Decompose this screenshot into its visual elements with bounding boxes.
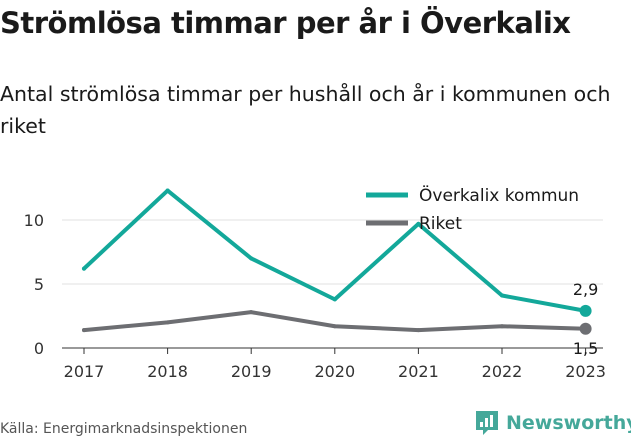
data-point bbox=[416, 221, 421, 226]
end-value-label: 2,9 bbox=[573, 280, 598, 299]
data-point bbox=[249, 310, 254, 315]
newsworthy-logo: Newsworthy bbox=[474, 407, 631, 439]
brand-name: Newsworthy bbox=[506, 412, 631, 434]
y-tick-label: 5 bbox=[34, 275, 44, 294]
x-tick-label: 2020 bbox=[314, 362, 355, 381]
legend-label: Riket bbox=[419, 214, 462, 234]
x-tick-label: 2023 bbox=[565, 362, 606, 381]
end-point-marker bbox=[579, 322, 592, 335]
chart-subtitle: Antal strömlösa timmar per hushåll och å… bbox=[0, 82, 611, 138]
x-tick-label: 2019 bbox=[231, 362, 272, 381]
data-point bbox=[332, 297, 337, 302]
x-tick-label: 2021 bbox=[398, 362, 439, 381]
x-tick-label: 2017 bbox=[64, 362, 105, 381]
data-point bbox=[165, 320, 170, 325]
data-point bbox=[500, 324, 504, 329]
newsworthy-icon bbox=[476, 411, 498, 435]
data-point bbox=[82, 266, 86, 271]
chart-title: Strömlösa timmar per år i Överkalix bbox=[0, 6, 571, 40]
data-point bbox=[165, 188, 170, 193]
x-tick-label: 2022 bbox=[482, 362, 523, 381]
line-chart: 0 5 10 2017 2018 2019 2020 2021 2022 2023 2,9 1,5 Öv… bbox=[24, 184, 606, 381]
source-note: Källa: Energimarknadsinspektionen bbox=[0, 421, 248, 437]
end-point-marker bbox=[579, 304, 592, 317]
end-value-label: 1,5 bbox=[573, 339, 598, 358]
y-tick-label: 10 bbox=[24, 211, 44, 230]
data-point bbox=[500, 293, 504, 298]
y-tick-label: 0 bbox=[34, 339, 44, 358]
data-point bbox=[332, 324, 337, 329]
series-line-overkalix bbox=[82, 188, 588, 313]
data-point bbox=[249, 256, 254, 261]
x-tick-label: 2018 bbox=[147, 362, 188, 381]
legend-label: Överkalix kommun bbox=[419, 184, 579, 206]
data-point bbox=[82, 328, 86, 333]
data-point bbox=[416, 328, 421, 333]
